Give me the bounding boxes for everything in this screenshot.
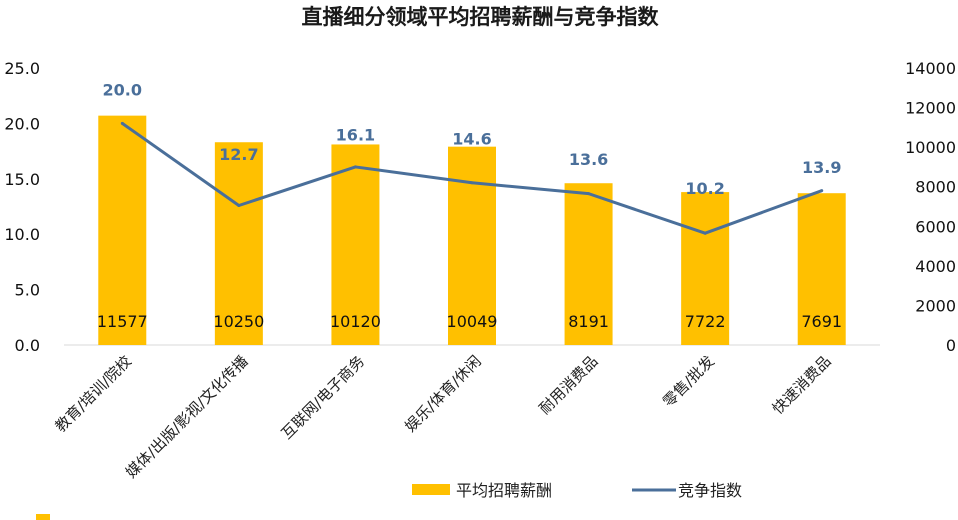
- category-label: 教育/培训/院校: [52, 352, 136, 436]
- right-tick-label: 4000: [915, 257, 956, 276]
- line-value-label: 10.2: [685, 179, 724, 198]
- line-series: [120, 121, 824, 235]
- line-value-label: 13.9: [802, 158, 841, 177]
- bar: [681, 192, 730, 345]
- category-label: 互联网/电子商务: [278, 352, 369, 443]
- legend: 平均招聘薪酬 竞争指数: [412, 481, 742, 500]
- category-label: 娱乐/体育/休闲: [401, 352, 485, 436]
- line-point: [120, 121, 124, 125]
- line-point: [587, 192, 591, 196]
- bar-value-label: 10120: [330, 312, 381, 331]
- left-tick-label: 15.0: [4, 170, 40, 189]
- line-point: [353, 165, 357, 169]
- chart-title: 直播细分领域平均招聘薪酬与竞争指数: [302, 5, 660, 29]
- bar-series: [98, 115, 846, 345]
- bar: [331, 144, 380, 345]
- bar-value-label: 7722: [685, 312, 726, 331]
- right-tick-label: 8000: [915, 178, 956, 197]
- line-point: [703, 231, 707, 235]
- line-value-label: 16.1: [336, 125, 375, 144]
- left-tick-label: 25.0: [4, 59, 40, 78]
- line-value-label: 20.0: [103, 81, 142, 100]
- left-tick-label: 5.0: [15, 281, 40, 300]
- legend-bar-label: 平均招聘薪酬: [456, 481, 552, 500]
- legend-bar-swatch: [412, 484, 450, 495]
- bar: [98, 115, 147, 345]
- bar: [564, 183, 613, 345]
- left-axis: 0.0 5.0 10.0 15.0 20.0 25.0: [4, 59, 40, 355]
- bar-value-label: 8191: [568, 312, 609, 331]
- left-tick-label: 0.0: [15, 336, 40, 355]
- bar-value-labels: 11577 10250 10120 10049 8191 7722 7691: [97, 312, 842, 331]
- bar: [214, 142, 263, 345]
- line-value-label: 13.6: [569, 150, 608, 169]
- line-point: [820, 189, 824, 193]
- left-tick-label: 20.0: [4, 114, 40, 133]
- line-value-label: 14.6: [452, 130, 491, 149]
- bar-value-label: 11577: [97, 312, 148, 331]
- category-label: 媒体/出版/影视/文化传播: [122, 352, 252, 482]
- legend-line-label: 竞争指数: [678, 481, 742, 500]
- line-point: [470, 181, 474, 185]
- line-value-label: 12.7: [219, 145, 258, 164]
- corner-marker: [36, 514, 50, 520]
- left-tick-label: 10.0: [4, 225, 40, 244]
- category-label: 耐用消费品: [536, 352, 602, 418]
- bar: [797, 193, 846, 345]
- line-value-labels: 20.0 12.7 16.1 14.6 13.6 10.2 13.9: [103, 81, 842, 198]
- bar-value-label: 10049: [447, 312, 498, 331]
- right-tick-label: 0: [946, 336, 956, 355]
- category-label: 零售/批发: [659, 352, 718, 411]
- right-tick-label: 10000: [905, 138, 956, 157]
- right-tick-label: 14000: [905, 59, 956, 78]
- line-point: [237, 204, 241, 208]
- right-tick-label: 12000: [905, 99, 956, 118]
- category-label: 快速消费品: [769, 352, 835, 418]
- right-tick-label: 6000: [915, 217, 956, 236]
- bar-value-label: 10250: [213, 312, 264, 331]
- bar-value-label: 7691: [801, 312, 842, 331]
- right-axis: 0 2000 4000 6000 8000 10000 12000 14000: [905, 59, 956, 355]
- right-tick-label: 2000: [915, 296, 956, 315]
